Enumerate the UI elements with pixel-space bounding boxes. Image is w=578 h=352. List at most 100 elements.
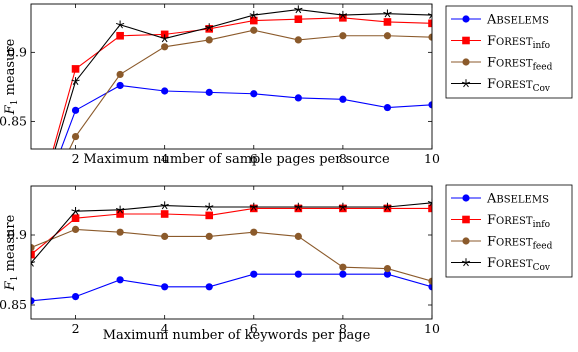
- data-point: [160, 201, 169, 210]
- data-point: [205, 25, 214, 33]
- series-line: [60, 84, 432, 149]
- legend-label: FORESTinfo: [487, 34, 550, 51]
- legend-marker: [462, 215, 470, 224]
- legend-label: FORESTinfo: [487, 213, 550, 230]
- x-tick-label: 6: [250, 151, 258, 166]
- y-axis-label: F1 measure: [3, 214, 20, 291]
- y-tick-label: 0.85: [0, 297, 27, 312]
- data-point: [428, 33, 432, 41]
- legend-marker: [462, 58, 470, 66]
- data-point: [71, 206, 80, 215]
- data-point: [339, 95, 347, 103]
- y-tick-label: 0.85: [0, 113, 27, 128]
- data-point: [339, 263, 347, 271]
- data-point: [428, 283, 432, 291]
- data-point: [383, 103, 392, 112]
- data-point: [160, 210, 169, 218]
- data-point: [383, 270, 392, 278]
- data-point: [205, 202, 214, 211]
- data-point: [338, 10, 348, 19]
- x-tick-label: 4: [161, 321, 169, 336]
- data-point: [250, 26, 258, 34]
- legend: ABSELEMS FORESTinfo FORESTfeed FORESTCov: [445, 5, 573, 99]
- data-point: [116, 228, 124, 236]
- data-point: [250, 90, 258, 98]
- data-point: [383, 265, 392, 273]
- data-point: [161, 87, 169, 95]
- legend-label: FORESTfeed: [487, 235, 553, 252]
- x-tick-label: 2: [72, 321, 80, 336]
- data-point: [115, 20, 125, 29]
- legend-marker: [461, 79, 471, 88]
- series-line: [31, 228, 432, 282]
- y-tick-label: 0.9: [7, 227, 27, 242]
- data-point: [31, 297, 35, 305]
- chart-panel-2: 2 4 6 8 10 0.85 0.9 Maximum number of keywords …: [0, 184, 573, 343]
- legend: ABSELEMS FORESTinfo FORESTfeed FORESTCov: [445, 184, 573, 278]
- data-point: [294, 204, 303, 213]
- data-point: [294, 232, 302, 240]
- data-point: [249, 204, 258, 213]
- x-tick-label: 10: [424, 151, 440, 166]
- data-point: [383, 202, 392, 211]
- data-point: [160, 34, 169, 43]
- legend-label: FORESTCov: [487, 77, 551, 94]
- series-line: [31, 273, 432, 302]
- data-point: [71, 293, 80, 301]
- legend-marker: [461, 258, 471, 267]
- data-point: [428, 204, 432, 213]
- data-point: [71, 214, 80, 222]
- data-point: [71, 65, 80, 73]
- data-point: [428, 19, 432, 28]
- legend-marker: [462, 36, 470, 45]
- x-axis-label: Maximum number of sample pages per sourc…: [83, 152, 390, 167]
- data-point: [205, 232, 213, 240]
- data-point: [116, 276, 124, 284]
- y-axis-label: F1 measure: [3, 38, 20, 115]
- data-point: [71, 225, 80, 233]
- data-point: [116, 70, 124, 79]
- x-tick-label: 6: [250, 321, 258, 336]
- data-point: [428, 277, 432, 285]
- x-tick-label: 10: [424, 321, 440, 336]
- data-point: [116, 31, 124, 40]
- data-point: [250, 228, 258, 236]
- legend-marker: [462, 237, 470, 245]
- legend-label: ABSELEMS: [486, 192, 549, 207]
- y-tick-label: 0.9: [7, 44, 27, 59]
- legend-marker: [462, 194, 470, 202]
- data-point: [205, 88, 213, 96]
- series-line: [31, 202, 432, 264]
- data-point: [205, 283, 213, 291]
- data-point: [116, 210, 124, 218]
- data-point: [161, 283, 169, 291]
- data-point: [383, 9, 392, 18]
- x-axis-label: Maximum number of keywords per page: [103, 328, 371, 343]
- data-point: [294, 270, 302, 278]
- data-point: [338, 202, 348, 211]
- x-tick-label: 8: [339, 321, 347, 336]
- data-point: [205, 23, 214, 32]
- data-point: [161, 43, 169, 51]
- series-line: [52, 17, 432, 149]
- data-point: [383, 32, 392, 40]
- data-point: [116, 81, 124, 90]
- series-line: [54, 8, 432, 149]
- data-point: [249, 10, 258, 19]
- data-point: [383, 204, 392, 213]
- data-point: [115, 205, 125, 214]
- plot-frame: [30, 185, 433, 320]
- data-point: [31, 244, 35, 252]
- data-point: [294, 36, 302, 44]
- data-point: [205, 211, 214, 220]
- data-point: [294, 15, 303, 23]
- x-tick-label: 4: [161, 151, 169, 166]
- data-point: [71, 132, 80, 141]
- data-point: [31, 258, 36, 267]
- data-point: [339, 14, 347, 22]
- series-line: [68, 29, 432, 149]
- legend-label: FORESTCov: [487, 256, 551, 273]
- legend-marker: [462, 15, 470, 23]
- plot-frame: [30, 3, 433, 150]
